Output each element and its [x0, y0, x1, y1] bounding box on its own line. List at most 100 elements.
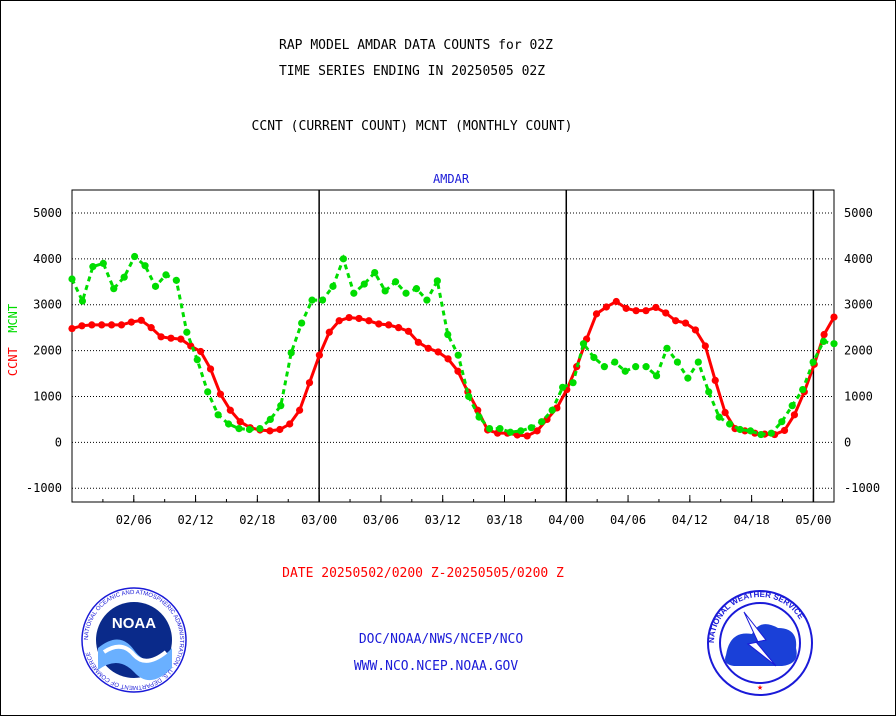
data-point-ccnt [652, 303, 660, 312]
data-point-ccnt [701, 342, 709, 350]
data-point-mcnt [705, 388, 713, 396]
data-point-mcnt [652, 372, 661, 380]
y-tick-label-left: 4000 [33, 252, 62, 266]
data-point-mcnt [778, 418, 786, 426]
data-point-ccnt [830, 313, 838, 321]
chart-legend-description: CCNT (CURRENT COUNT) MCNT (MONTHLY COUNT… [251, 119, 573, 134]
data-point-mcnt [715, 413, 723, 421]
y-tick-label-right: 2000 [844, 344, 873, 358]
data-point-mcnt [78, 297, 87, 305]
data-point-mcnt [329, 282, 337, 290]
data-point-ccnt [137, 316, 145, 324]
data-point-mcnt [694, 358, 702, 366]
data-point-mcnt [799, 385, 807, 394]
data-point-mcnt [151, 282, 160, 290]
data-point-ccnt [206, 365, 215, 373]
grid-lines [72, 212, 834, 489]
data-point-ccnt [157, 333, 165, 341]
org-link[interactable]: DOC/NOAA/NWS/NCEP/NCO [358, 632, 524, 647]
data-point-ccnt [335, 317, 343, 325]
data-point-mcnt [527, 424, 535, 432]
x-tick-label: 04/00 [548, 513, 584, 527]
data-point-ccnt [78, 322, 86, 330]
data-point-mcnt [726, 420, 734, 428]
x-tick-label: 02/06 [116, 513, 152, 527]
data-point-ccnt [296, 406, 304, 414]
data-point-ccnt [622, 304, 630, 312]
y-tick-label-right: -1000 [844, 481, 880, 495]
data-point-ccnt [474, 406, 482, 414]
data-point-mcnt [141, 262, 149, 270]
x-tick-label: 02/18 [239, 513, 275, 527]
data-point-ccnt [177, 335, 185, 343]
data-point-ccnt [216, 390, 225, 398]
data-point-ccnt [365, 317, 373, 325]
data-point-mcnt [736, 425, 744, 434]
data-point-mcnt [402, 289, 410, 297]
data-point-ccnt [820, 330, 828, 339]
data-point-mcnt [371, 268, 379, 277]
data-point-ccnt [592, 310, 601, 318]
data-point-mcnt [68, 275, 76, 283]
data-point-mcnt [204, 388, 212, 396]
data-point-ccnt [68, 324, 76, 333]
data-point-ccnt [147, 324, 155, 332]
data-point-mcnt [548, 406, 556, 414]
data-point-mcnt [381, 287, 389, 295]
x-tick-label: 03/06 [363, 513, 399, 527]
data-point-ccnt [286, 420, 294, 428]
data-point-mcnt [621, 367, 629, 375]
data-point-ccnt [276, 425, 284, 434]
data-point-mcnt [819, 337, 828, 346]
data-point-mcnt [673, 358, 682, 366]
y-tick-label-left: 5000 [33, 206, 62, 220]
chart-title: RAP MODEL AMDAR DATA COUNTS for 02Z [279, 38, 553, 53]
data-point-ccnt [88, 321, 96, 329]
data-point-ccnt [662, 309, 670, 317]
data-point-mcnt [538, 418, 546, 426]
y-tick-label-right: 5000 [844, 206, 873, 220]
data-point-mcnt [350, 289, 358, 297]
data-point-mcnt [663, 344, 671, 352]
data-point-ccnt [404, 327, 413, 335]
y-tick-label-right: 0 [844, 435, 851, 449]
data-point-mcnt [339, 255, 347, 263]
data-point-ccnt [394, 324, 403, 332]
data-point-mcnt [99, 259, 107, 268]
data-point-mcnt [465, 392, 473, 401]
data-point-mcnt [590, 353, 598, 362]
data-point-mcnt [120, 273, 128, 281]
data-point-ccnt [98, 321, 106, 329]
y-tick-label-right: 4000 [844, 252, 873, 266]
data-point-mcnt [559, 383, 567, 391]
data-point-mcnt [183, 328, 191, 336]
data-point-mcnt [485, 424, 494, 433]
x-tick-label: 04/18 [734, 513, 770, 527]
data-point-mcnt [423, 296, 431, 304]
data-point-ccnt [226, 406, 234, 414]
data-point-mcnt [245, 425, 254, 434]
data-point-mcnt [433, 277, 441, 285]
data-point-ccnt [681, 319, 690, 327]
x-tick-label: 02/12 [178, 513, 214, 527]
data-point-mcnt [287, 349, 295, 357]
data-point-ccnt [721, 408, 729, 417]
x-tick-label: 04/06 [610, 513, 646, 527]
data-point-mcnt [266, 415, 274, 424]
x-tick-label: 03/18 [486, 513, 522, 527]
data-point-mcnt [830, 340, 838, 348]
data-point-ccnt [305, 379, 314, 387]
data-point-mcnt [569, 379, 577, 387]
data-point-ccnt [325, 328, 333, 336]
y-tick-label-left: 3000 [33, 298, 62, 312]
y-tick-label-right: 3000 [844, 298, 873, 312]
data-point-mcnt [600, 363, 608, 371]
data-point-mcnt [412, 285, 421, 293]
website-link[interactable]: WWW.NCO.NCEP.NOAA.GOV [353, 659, 519, 674]
data-point-ccnt [454, 367, 462, 375]
data-point-mcnt [809, 358, 817, 366]
data-point-mcnt [611, 358, 619, 366]
data-point-mcnt [767, 429, 775, 437]
data-point-ccnt [127, 318, 135, 326]
